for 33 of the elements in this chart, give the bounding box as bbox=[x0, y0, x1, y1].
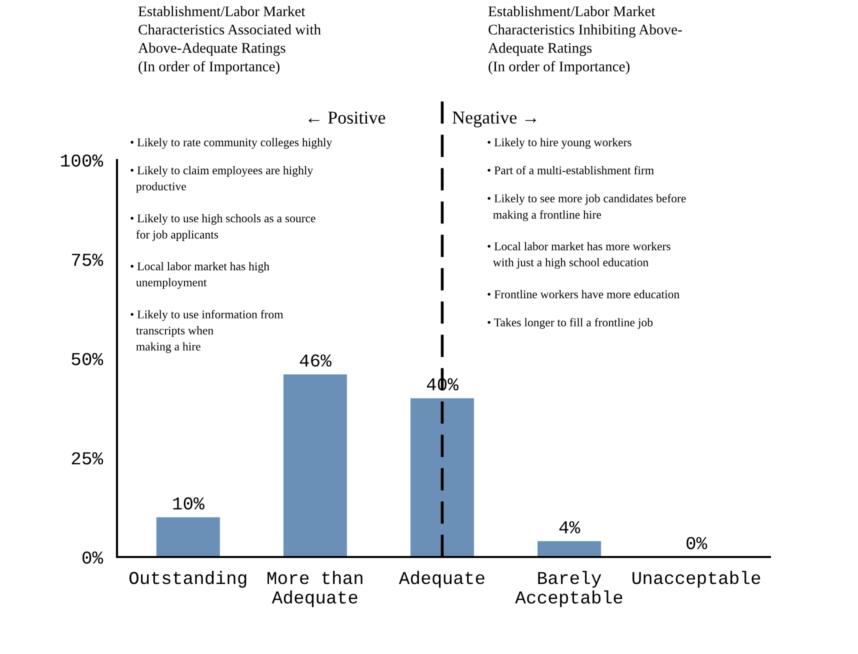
x-tick-label: Barely Acceptable bbox=[515, 570, 622, 608]
text: Establishment/Labor Market Characteristics Associated with Above-Adequate Ratings (In order of Importance) bbox=[138, 6, 321, 74]
text: ← Positive bbox=[308, 112, 386, 124]
annotation: • Part of a multi-establishment firm bbox=[488, 166, 654, 174]
x-tick-label: More than Adequate bbox=[268, 570, 362, 608]
annotation: • Likely to claim employees are highly productive bbox=[130, 166, 314, 193]
text: Negative → bbox=[452, 112, 536, 128]
y-tick-label: 50% bbox=[72, 352, 104, 366]
y-tick-label: 0% bbox=[82, 551, 104, 564]
bar bbox=[283, 374, 347, 557]
data-label: 0% bbox=[686, 537, 708, 550]
bar bbox=[156, 517, 220, 557]
y-tick-label: 25% bbox=[72, 452, 104, 464]
annotation: • Likely to see more job candidates before making a frontline hire bbox=[488, 194, 686, 222]
annotation: • Local labor market has more workers with just a high school education bbox=[488, 242, 670, 269]
annotation: • Frontline workers have more education bbox=[488, 290, 680, 298]
y-tick-label: 75% bbox=[72, 254, 104, 266]
data-label: 46% bbox=[300, 354, 332, 367]
x-tick-label: Adequate bbox=[398, 570, 484, 588]
data-label: 10% bbox=[173, 497, 204, 510]
text: • Likely to hire young workers bbox=[488, 138, 632, 149]
annotation: • Likely to use high schools as a source for job applicants bbox=[130, 214, 316, 241]
bar bbox=[410, 398, 474, 557]
x-tick-label: Outstanding bbox=[129, 570, 246, 588]
data-label: 4% bbox=[559, 521, 580, 534]
annotation: • Takes longer to fill a frontline job bbox=[488, 318, 653, 329]
text: • Likely to rate community colleges highly bbox=[130, 138, 332, 149]
bar bbox=[538, 541, 602, 557]
annotation: • Local labor market has high unemployment bbox=[130, 262, 270, 289]
y-tick-label: 100% bbox=[61, 154, 104, 167]
text: Establishment/Labor Market Characteristics Inhibiting Above- Adequate Ratings (In order of Importance) bbox=[488, 6, 682, 74]
annotation: • Likely to use information from transcripts when making a hire bbox=[130, 310, 284, 353]
x-tick-label: Unacceptable bbox=[632, 570, 760, 588]
